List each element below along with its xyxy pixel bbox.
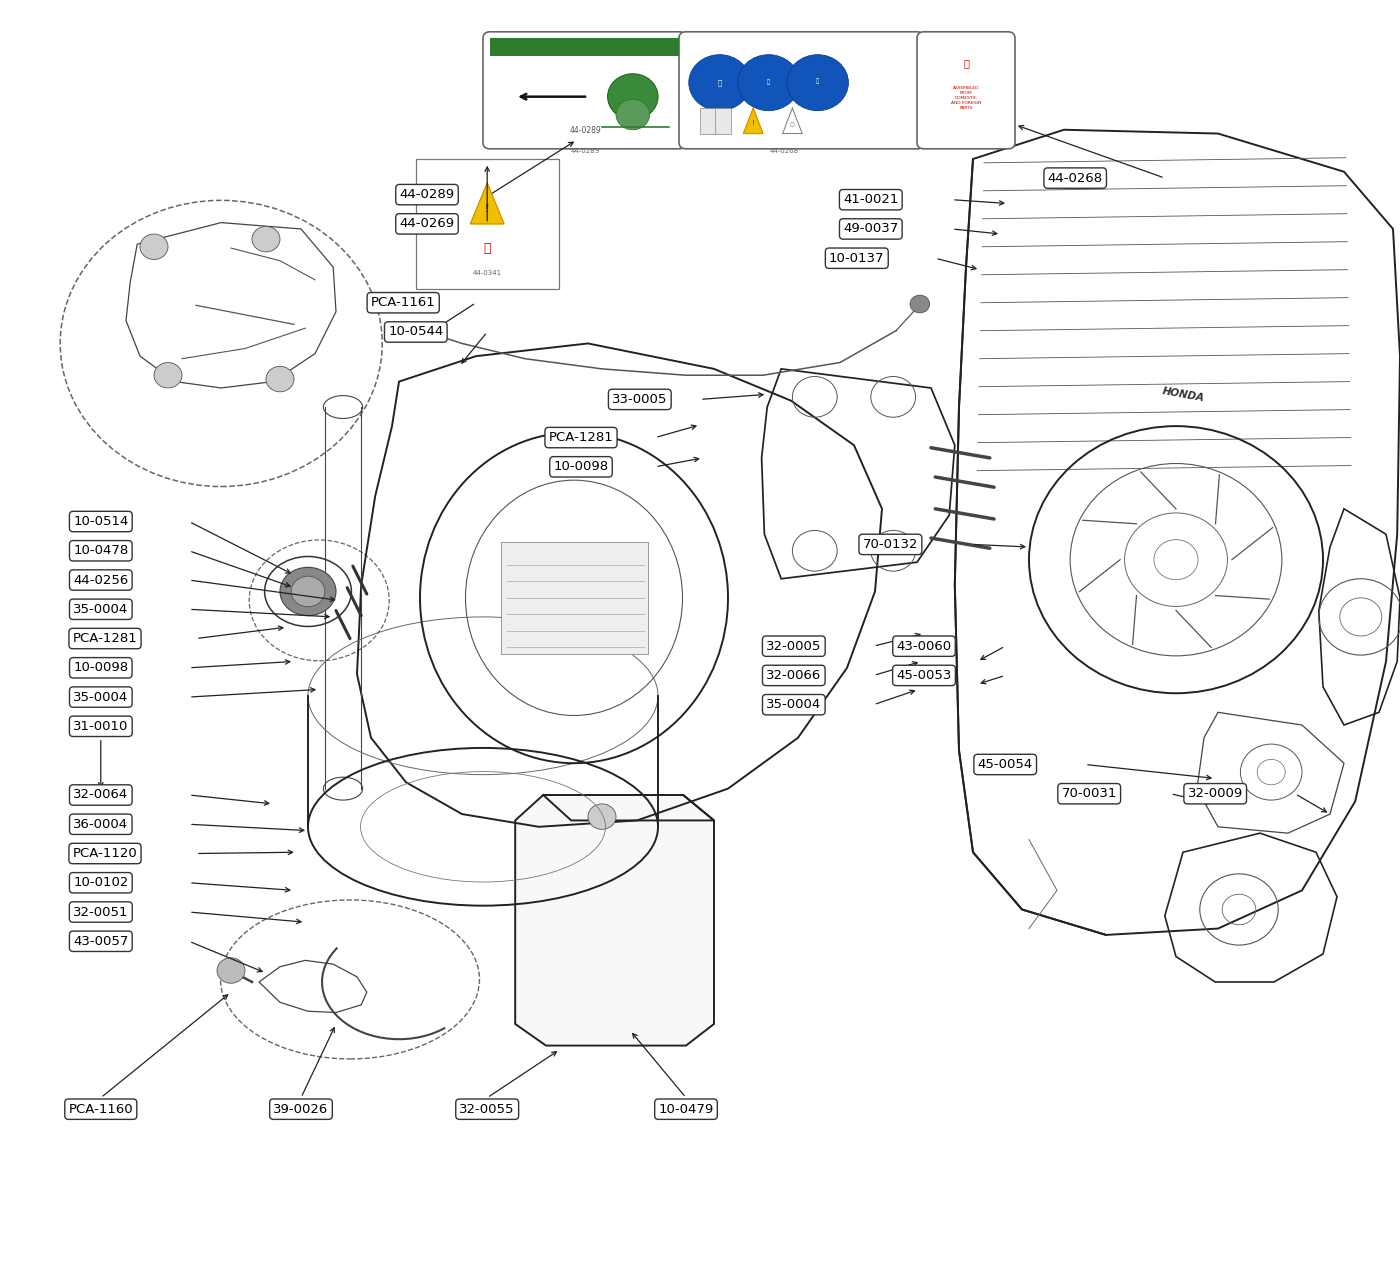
Text: ○: ○ [790,121,795,126]
Text: 70-0132: 70-0132 [862,538,918,551]
Text: 🚫: 🚫 [483,242,491,254]
Text: 10-0544: 10-0544 [388,326,444,338]
Circle shape [154,363,182,388]
Text: !: ! [752,121,755,126]
Text: HONDA: HONDA [1161,385,1205,403]
Text: PCA-1281: PCA-1281 [549,431,613,444]
Text: 45-0054: 45-0054 [977,758,1033,771]
Text: 🎧: 🎧 [816,79,819,84]
Text: PCA-1281: PCA-1281 [73,632,137,645]
Circle shape [738,55,799,111]
FancyBboxPatch shape [483,32,686,149]
FancyBboxPatch shape [501,542,648,654]
Text: 33-0005: 33-0005 [612,393,668,406]
Circle shape [252,226,280,252]
Circle shape [217,958,245,983]
Circle shape [910,295,930,313]
Text: 31-0010: 31-0010 [73,720,129,733]
Text: PCA-1120: PCA-1120 [73,847,137,860]
Text: 10-0478: 10-0478 [73,544,129,557]
Circle shape [140,234,168,259]
Circle shape [588,804,616,829]
Text: 44-0256: 44-0256 [73,574,129,586]
Circle shape [291,576,325,607]
Text: 10-0514: 10-0514 [73,515,129,528]
Text: 44-0289: 44-0289 [399,188,455,201]
Text: 36-0004: 36-0004 [73,818,129,831]
Polygon shape [470,183,504,224]
Text: 41-0021: 41-0021 [843,193,899,206]
Text: 35-0004: 35-0004 [73,691,129,703]
Text: 45-0053: 45-0053 [896,669,952,682]
Text: 32-0009: 32-0009 [1187,787,1243,800]
Text: PCA-1161: PCA-1161 [371,296,435,309]
Text: 44-0268: 44-0268 [770,148,798,154]
Text: 35-0004: 35-0004 [766,698,822,711]
Text: 35-0004: 35-0004 [73,603,129,616]
Text: 49-0037: 49-0037 [843,223,899,235]
Text: 32-0051: 32-0051 [73,906,129,918]
Text: 44-0269: 44-0269 [399,218,455,230]
Circle shape [787,55,848,111]
Text: PCA-1160: PCA-1160 [69,1103,133,1116]
FancyBboxPatch shape [679,32,924,149]
Ellipse shape [280,567,336,616]
Text: !: ! [484,204,490,214]
FancyBboxPatch shape [917,32,1015,149]
Text: 32-0064: 32-0064 [73,789,129,801]
FancyBboxPatch shape [416,159,559,289]
Circle shape [616,99,650,130]
Text: 39-0026: 39-0026 [273,1103,329,1116]
Text: 70-0031: 70-0031 [1061,787,1117,800]
Text: 44-0341: 44-0341 [473,270,501,276]
Text: 👓: 👓 [767,80,770,85]
FancyBboxPatch shape [490,38,679,56]
Circle shape [266,366,294,392]
Text: ✋: ✋ [717,79,722,86]
Text: 44-0289: 44-0289 [570,126,601,135]
Text: 10-0479: 10-0479 [658,1103,714,1116]
Circle shape [608,74,658,120]
Text: 44-0268: 44-0268 [1047,172,1103,184]
Text: 🍁: 🍁 [963,59,969,69]
Text: 32-0005: 32-0005 [766,640,822,653]
Text: 44-0289: 44-0289 [571,148,599,154]
Polygon shape [515,795,714,1046]
Text: 43-0057: 43-0057 [73,935,129,948]
Text: 10-0098: 10-0098 [73,661,129,674]
Text: ASSEMBLED
FROM
DOMESTIC
AND FOREIGN
PARTS: ASSEMBLED FROM DOMESTIC AND FOREIGN PART… [951,86,981,109]
Text: 43-0060: 43-0060 [896,640,952,653]
Polygon shape [743,108,763,134]
Text: 32-0066: 32-0066 [766,669,822,682]
Text: 10-0098: 10-0098 [553,460,609,473]
Text: 10-0102: 10-0102 [73,876,129,889]
Text: 10-0137: 10-0137 [829,252,885,265]
Circle shape [689,55,750,111]
Text: 32-0055: 32-0055 [459,1103,515,1116]
FancyBboxPatch shape [700,108,731,134]
